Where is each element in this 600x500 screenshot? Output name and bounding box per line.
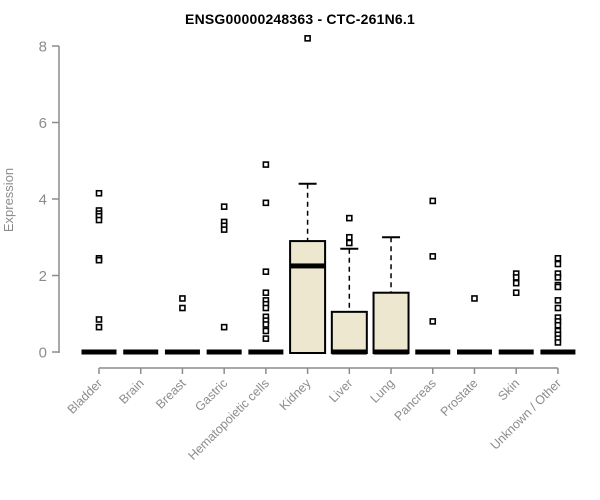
median-liver bbox=[331, 349, 367, 355]
outlier-point-hematopoietic-cells bbox=[262, 289, 270, 297]
x-tick-label-brain: Brain bbox=[116, 376, 147, 407]
outlier-point-liver bbox=[346, 214, 353, 222]
outlier-point-skin bbox=[512, 289, 520, 297]
y-tick-label: 8 bbox=[39, 38, 47, 55]
median-lung bbox=[373, 349, 409, 355]
outlier-point-unknown-other bbox=[554, 321, 562, 329]
outlier-point-unknown-other bbox=[554, 297, 562, 304]
outlier-point-skin bbox=[512, 274, 520, 281]
outlier-point-gastric bbox=[220, 323, 228, 331]
outlier-point-pancreas bbox=[429, 197, 437, 205]
outlier-point-hematopoietic-cells bbox=[262, 335, 270, 342]
outlier-point-skin bbox=[512, 279, 520, 287]
median-kidney bbox=[290, 263, 326, 269]
x-tick-label-unknown-other: Unknown / Other bbox=[488, 376, 564, 452]
x-tick-label-liver: Liver bbox=[326, 376, 355, 405]
x-tick-label-hematopoietic-cells: Hematopoietic cells bbox=[185, 376, 272, 463]
outlier-point-unknown-other bbox=[554, 339, 562, 346]
outlier-point-bladder bbox=[95, 256, 103, 264]
outlier-point-bladder bbox=[95, 189, 103, 197]
outlier-point-hematopoietic-cells bbox=[262, 327, 270, 335]
x-tick-label-lung: Lung bbox=[368, 376, 398, 406]
zero-bar-bladder bbox=[81, 349, 117, 355]
outlier-point-unknown-other bbox=[554, 304, 562, 312]
zero-bar-breast bbox=[164, 349, 200, 355]
outlier-point-unknown-other bbox=[554, 274, 562, 281]
zero-bar-hematopoietic-cells bbox=[248, 349, 284, 355]
outlier-point-unknown-other bbox=[554, 260, 562, 268]
zero-bar-unknown-other bbox=[540, 349, 576, 355]
box-liver bbox=[330, 310, 368, 354]
zero-bar-prostate bbox=[456, 349, 492, 355]
y-tick-label: 2 bbox=[39, 268, 47, 285]
outlier-point-pancreas bbox=[429, 253, 437, 260]
outlier-point-pancreas bbox=[429, 318, 437, 325]
x-tick-label-pancreas: Pancreas bbox=[392, 376, 439, 423]
x-tick-label-bladder: Bladder bbox=[65, 376, 105, 416]
outlier-point-breast bbox=[179, 295, 186, 302]
outlier-point-breast bbox=[179, 304, 186, 312]
y-tick-label: 6 bbox=[39, 115, 47, 132]
zero-bar-skin bbox=[498, 349, 534, 355]
outlier-point-bladder bbox=[95, 316, 103, 323]
outlier-point-bladder bbox=[95, 323, 103, 331]
outlier-point-hematopoietic-cells bbox=[262, 161, 270, 168]
outlier-point-bladder bbox=[95, 216, 103, 224]
outlier-point-unknown-other bbox=[554, 283, 562, 291]
chart-title: ENSG00000248363 - CTC-261N6.1 bbox=[185, 11, 415, 27]
x-tick-label-prostate: Prostate bbox=[438, 376, 481, 419]
zero-bar-gastric bbox=[206, 349, 242, 355]
zero-bar-brain bbox=[123, 349, 159, 355]
x-tick-label-kidney: Kidney bbox=[277, 376, 314, 413]
outlier-point-gastric bbox=[220, 203, 228, 210]
outlier-point-unknown-other bbox=[554, 254, 562, 262]
outlier-point-hematopoietic-cells bbox=[262, 304, 270, 312]
x-tick-label-skin: Skin bbox=[495, 376, 522, 403]
outlier-point-liver bbox=[346, 233, 353, 241]
outlier-point-hematopoietic-cells bbox=[262, 199, 270, 207]
box-kidney bbox=[289, 240, 327, 354]
outlier-point-hematopoietic-cells bbox=[262, 321, 270, 328]
outlier-point-kidney bbox=[304, 35, 311, 42]
zero-bar-pancreas bbox=[415, 349, 451, 355]
x-tick-label-breast: Breast bbox=[153, 376, 189, 412]
x-tick-label-gastric: Gastric bbox=[192, 376, 230, 414]
y-tick-label: 4 bbox=[39, 191, 47, 208]
box-lung bbox=[372, 291, 410, 354]
y-tick-label: 0 bbox=[39, 344, 47, 361]
outlier-point-prostate bbox=[471, 295, 478, 302]
outlier-point-hematopoietic-cells bbox=[262, 268, 270, 275]
outlier-point-gastric bbox=[220, 226, 228, 233]
outlier-point-liver bbox=[346, 239, 353, 247]
